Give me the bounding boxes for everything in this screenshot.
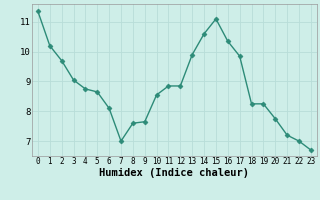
X-axis label: Humidex (Indice chaleur): Humidex (Indice chaleur) xyxy=(100,168,249,178)
